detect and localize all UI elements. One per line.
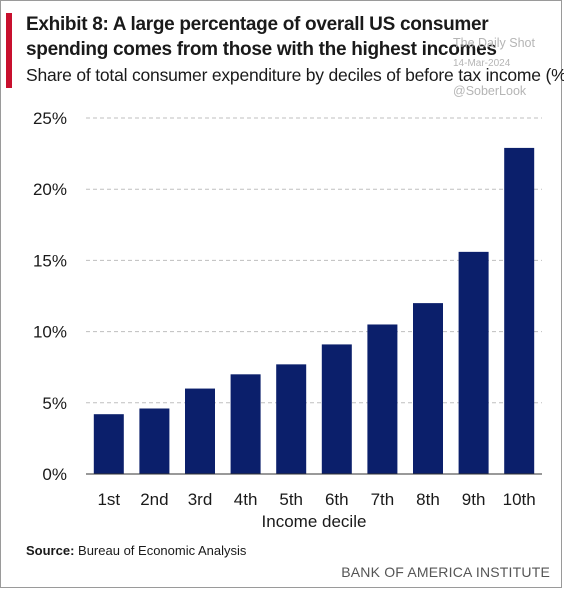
source-note: Source: Bureau of Economic Analysis	[26, 543, 246, 558]
bars	[93, 147, 535, 475]
x-tick-label: 9th	[462, 490, 486, 509]
x-tick-label: 10th	[503, 490, 536, 509]
y-tick-label: 20%	[33, 180, 67, 199]
y-tick-label: 0%	[42, 465, 67, 484]
bar-6th	[321, 344, 352, 474]
bar-9th	[458, 251, 489, 474]
watermark-handle: @SoberLook	[453, 84, 527, 98]
x-axis-title: Income decile	[262, 512, 367, 531]
bar-4th	[230, 374, 261, 474]
y-tick-label: 10%	[33, 323, 67, 342]
y-tick-label: 25%	[33, 109, 67, 128]
watermark-date: 14-Mar-2024	[453, 58, 511, 69]
bar-1st	[93, 414, 124, 474]
chart-subtitle: Share of total consumer expenditure by d…	[26, 65, 564, 85]
brand-logo-text: BANK OF AMERICA INSTITUTE	[341, 564, 550, 580]
x-tick-label: 5th	[279, 490, 303, 509]
title-accent-bar	[6, 13, 12, 88]
x-axis-ticks: 1st 2nd 3rd 4th 5th 6th 7th 8th 9th 10th	[97, 490, 535, 509]
y-axis-ticks: 0% 5% 10% 15% 20% 25%	[33, 109, 67, 484]
x-tick-label: 8th	[416, 490, 440, 509]
x-tick-label: 1st	[97, 490, 120, 509]
chart-title: Exhibit 8: A large percentage of overall…	[26, 14, 497, 60]
x-tick-label: 4th	[234, 490, 258, 509]
bar-8th	[413, 303, 443, 474]
source-text: Bureau of Economic Analysis	[78, 543, 247, 558]
bar-7th	[367, 324, 398, 474]
y-tick-label: 15%	[33, 251, 67, 270]
source-label: Source:	[26, 543, 75, 558]
bar-10th	[504, 147, 535, 475]
x-tick-label: 3rd	[188, 490, 213, 509]
bar-5th	[276, 364, 307, 474]
x-tick-label: 2nd	[140, 490, 168, 509]
bar-3rd	[185, 388, 215, 474]
x-tick-label: 6th	[325, 490, 349, 509]
y-tick-label: 5%	[42, 394, 67, 413]
bar-2nd	[139, 408, 170, 474]
watermark-name: The Daily Shot	[453, 36, 535, 50]
x-tick-label: 7th	[371, 490, 395, 509]
